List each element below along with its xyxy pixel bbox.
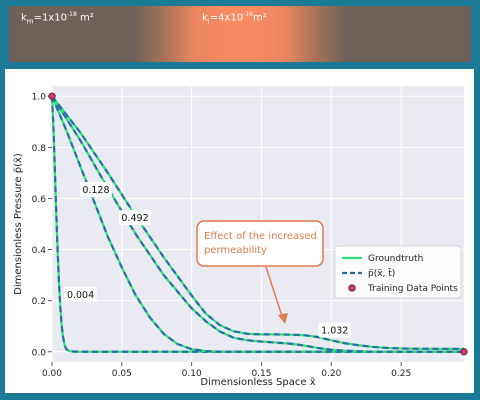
training-point: [460, 348, 468, 356]
time-label-0.004: 0.004: [67, 290, 94, 301]
y-axis-label: Dimensionless Pressure p̃(x̃): [12, 153, 24, 295]
time-labels: 0.004 0.128 0.492 1.032: [64, 182, 351, 338]
x-tick-label: 0.15: [251, 369, 271, 379]
training-point: [48, 92, 56, 100]
legend-training-label: Training Data Points: [367, 284, 458, 294]
time-label-box-0.004: [64, 286, 97, 302]
time-label-box-0.492: [119, 210, 152, 226]
x-tick-label: 0.20: [321, 369, 341, 379]
y-tick-label: 0.8: [32, 144, 47, 154]
annotation-box: [196, 220, 324, 267]
legend-groundtruth-label: Groundtruth: [368, 254, 423, 264]
matrix-permeability-label: km=1x10-18 m²: [21, 11, 94, 26]
y-tick-label: 0.6: [32, 195, 47, 205]
y-tick-label: 0.4: [32, 246, 47, 256]
prediction-line-1.032: [51, 95, 465, 351]
x-tick-label: 0.05: [112, 369, 132, 379]
time-label-box-1.032: [318, 322, 351, 338]
permeability-banner: km=1x10-18 m² ki=4x10-16m²: [9, 6, 471, 62]
groundtruth-line-0.492: [51, 95, 464, 353]
pressure-chart: 0.00.20.40.60.81.0 0.00 0.05 0.10 0.15 0.20 0…: [12, 86, 468, 388]
y-tick-label: 1.0: [32, 93, 47, 103]
x-tick-label: 0.10: [182, 369, 202, 379]
time-label-0.492: 0.492: [121, 213, 148, 224]
y-ticks: 0.0 0.2 0.4 0.6 0.8 1.0: [32, 93, 52, 358]
time-label-box-0.128: [79, 182, 112, 197]
legend: Groundtruth p̃(x̃, t̃) Training Data Poi…: [334, 245, 462, 299]
x-tick-label: 0.25: [391, 369, 411, 379]
annotation-callout: Effect of the increased permeability: [196, 220, 324, 324]
annotation-line-1: Effect of the increased: [204, 231, 317, 242]
legend-box: [334, 245, 462, 299]
legend-prediction-label: p̃(x̃, t̃): [368, 267, 395, 279]
x-tick-label: 0.00: [42, 369, 62, 379]
time-label-1.032: 1.032: [321, 326, 348, 337]
permeability-field: [9, 6, 471, 62]
y-tick-label: 0.0: [32, 348, 47, 358]
y-tick-label: 0.2: [32, 297, 46, 307]
x-axis-label: Dimensionless Space x̃: [200, 376, 315, 388]
x-ticks: 0.00 0.05 0.10 0.15 0.20 0.25: [42, 362, 411, 379]
prediction-line-0.004: [50, 96, 464, 353]
series-lines: [50, 95, 465, 353]
chart-panel: 0.0 0.2 0.4 0.6 0.8 1.0 0.00 0.05 0.10 0.15 0.20 0…: [5, 69, 474, 393]
legend-training-swatch: [348, 284, 356, 292]
inclusion-permeability-label: ki=4x10-16m²: [202, 11, 267, 26]
annotation-arrow-head: [278, 313, 288, 324]
training-points: [48, 92, 468, 356]
annotation-arrow-shaft: [265, 266, 284, 320]
time-label-0.128: 0.128: [82, 185, 109, 196]
annotation-line-2: permeability: [204, 245, 267, 256]
prediction-line-0.128: [50, 95, 464, 353]
